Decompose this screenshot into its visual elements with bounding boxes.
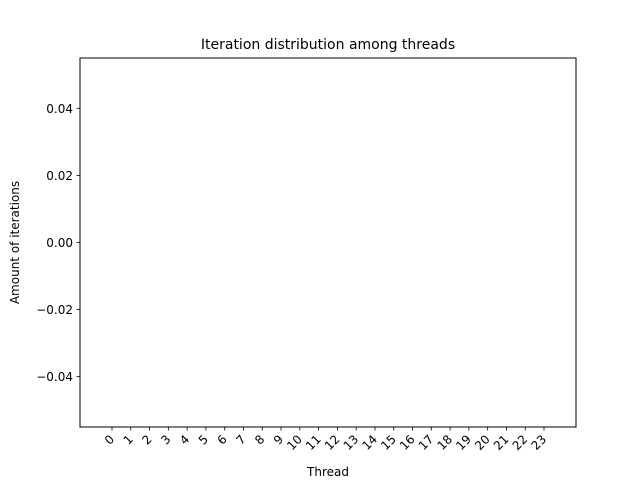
- x-axis-label: Thread: [306, 465, 349, 479]
- y-tick-label: 0.02: [46, 169, 73, 183]
- y-tick-label: 0.00: [46, 236, 73, 250]
- chart-title: Iteration distribution among threads: [201, 37, 455, 53]
- y-ticks: −0.04 −0.02 0.00 0.02 0.04: [36, 102, 80, 384]
- y-axis-label: Amount of iterations: [8, 181, 22, 304]
- plot-area-frame: [79, 57, 577, 428]
- y-tick-label: 0.04: [46, 102, 73, 116]
- y-tick-label: −0.02: [36, 303, 73, 317]
- y-tick-label: −0.04: [36, 370, 73, 384]
